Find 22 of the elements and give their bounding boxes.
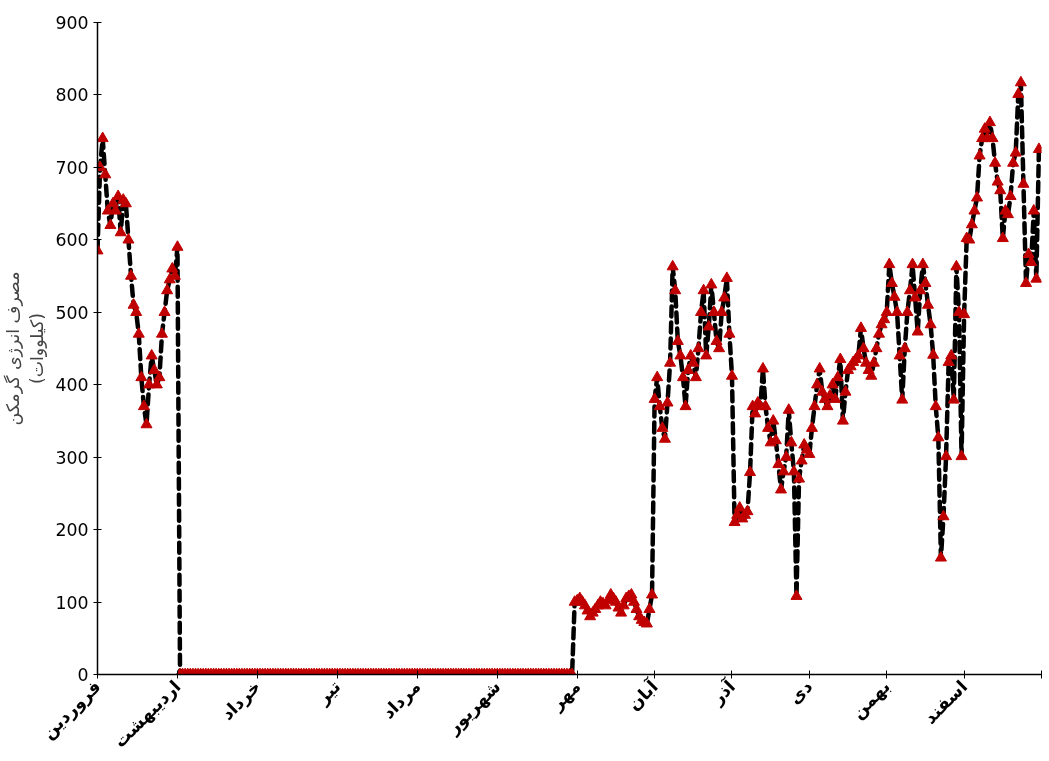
x-tick-label: مرداد bbox=[378, 676, 426, 724]
x-tick-label: اسفند bbox=[919, 676, 972, 728]
y-tick-label: 100 bbox=[55, 592, 89, 613]
x-tick-label: آبان bbox=[622, 674, 663, 715]
x-tick-label: خرداد bbox=[217, 676, 266, 725]
x-tick-label: بهمن bbox=[847, 676, 895, 724]
x-tick-label: اردیبهشت bbox=[109, 676, 186, 752]
y-tick-label: 300 bbox=[55, 447, 89, 468]
y-tick-label: 700 bbox=[55, 157, 89, 178]
y-tick-label: 500 bbox=[55, 302, 89, 323]
x-tick-label: آذر bbox=[705, 674, 740, 709]
y-tick-label: 400 bbox=[55, 375, 89, 396]
x-tick-label: تیر bbox=[312, 676, 346, 710]
x-tick-label: شهریور bbox=[442, 676, 506, 740]
x-tick-label: دی bbox=[784, 676, 817, 709]
x-tick-label: مهر bbox=[546, 676, 586, 716]
y-tick-label: 200 bbox=[55, 520, 89, 541]
y-tick-label: 600 bbox=[55, 230, 89, 251]
y-tick-label: 0 bbox=[77, 665, 89, 685]
y-axis-title: مصرف انرژی گرمکن (کیلووات) bbox=[3, 271, 48, 426]
y-tick-label: 800 bbox=[55, 85, 89, 106]
y-tick-label: 900 bbox=[55, 13, 89, 33]
